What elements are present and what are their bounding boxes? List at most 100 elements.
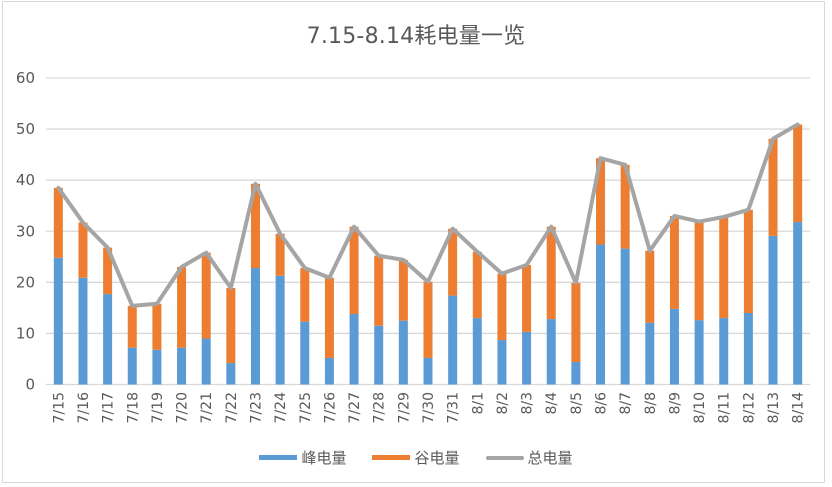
x-tick-label: 8/14 (791, 392, 807, 424)
x-tick-label: 7/23 (248, 392, 264, 423)
legend-item-peak: 峰电量 (259, 447, 346, 468)
bar-peak (152, 349, 162, 385)
legend-label-valley: 谷电量 (414, 449, 460, 467)
x-tick-label: 8/6 (594, 392, 610, 415)
bar-peak (127, 347, 137, 385)
bar-valley (103, 247, 113, 295)
bar-peak (497, 340, 507, 385)
bar-valley (793, 124, 803, 223)
y-tick-label: 30 (16, 222, 35, 240)
bar-valley (571, 282, 581, 363)
bar-peak (522, 331, 532, 385)
bar-valley (53, 187, 63, 258)
x-tick-label: 8/12 (741, 392, 757, 423)
bar-peak (743, 312, 753, 385)
x-tick-label: 8/8 (643, 392, 659, 415)
bar-valley (300, 268, 310, 322)
x-tick-label: 7/21 (199, 392, 215, 423)
bar-peak (768, 235, 778, 385)
x-tick-label: 8/7 (618, 392, 634, 415)
bar-peak (423, 357, 433, 385)
bar-peak (472, 318, 482, 385)
bar-peak (226, 363, 236, 385)
x-tick-label: 7/15 (51, 392, 67, 423)
x-tick-label: 8/10 (692, 392, 708, 423)
bar-peak (645, 322, 655, 385)
legend-item-valley: 谷电量 (372, 447, 460, 468)
bar-valley (596, 158, 606, 245)
bar-peak (571, 362, 581, 385)
bar-valley (743, 209, 753, 313)
x-tick-label: 8/9 (667, 392, 683, 415)
bar-peak (201, 338, 211, 385)
bar-valley (546, 226, 556, 320)
bar-peak (103, 294, 113, 385)
y-tick-label: 0 (25, 376, 35, 394)
bar-valley (423, 281, 433, 358)
bar-peak (596, 244, 606, 385)
bar-valley (472, 251, 482, 319)
bar-valley (78, 222, 88, 278)
legend-label-peak: 峰电量 (301, 449, 347, 467)
bar-peak (793, 222, 803, 385)
x-tick-label: 7/29 (396, 392, 412, 423)
bar-peak (719, 318, 729, 385)
x-tick-label: 7/22 (224, 392, 240, 423)
bar-valley (497, 273, 507, 341)
x-tick-label: 7/26 (322, 392, 338, 424)
x-tick-label: 7/28 (372, 392, 388, 423)
x-tick-label: 7/20 (175, 392, 191, 423)
chart-frame (2, 1, 825, 483)
bar-valley (374, 255, 384, 326)
bar-valley (719, 216, 729, 319)
x-tick-label: 7/24 (273, 392, 289, 424)
y-tick-label: 60 (16, 69, 35, 87)
bar-peak (398, 320, 408, 385)
bar-peak (374, 325, 384, 385)
bar-peak (620, 248, 630, 385)
x-tick-label: 8/13 (766, 392, 782, 423)
bar-peak (694, 320, 704, 385)
bar-peak (300, 321, 310, 385)
bar-peak (324, 357, 334, 385)
x-tick-label: 7/27 (347, 392, 363, 423)
bar-peak (53, 257, 63, 385)
bar-valley (250, 183, 260, 269)
x-tick-label: 8/1 (470, 392, 486, 415)
bar-valley (201, 252, 211, 339)
bar-valley (669, 215, 679, 309)
legend-swatch-peak (259, 455, 298, 460)
bar-peak (177, 347, 187, 385)
x-tick-label: 7/25 (298, 392, 314, 423)
bar-valley (226, 287, 236, 364)
bar-valley (620, 164, 630, 249)
y-tick-label: 40 (16, 171, 35, 189)
x-tick-label: 7/17 (101, 392, 117, 423)
bar-peak (275, 275, 285, 385)
total-line (56, 122, 800, 308)
x-tick-label: 7/30 (421, 392, 437, 423)
chart-legend: 峰电量 谷电量 总电量 (0, 447, 832, 468)
x-tick-label: 8/3 (520, 392, 536, 415)
bar-peak (349, 314, 359, 385)
x-tick-label: 7/19 (150, 392, 166, 423)
y-tick-label: 10 (16, 324, 35, 342)
x-tick-label: 7/16 (76, 392, 92, 424)
x-tick-label: 8/5 (569, 392, 585, 415)
bar-peak (546, 319, 556, 385)
bar-peak (669, 308, 679, 385)
bar-valley (275, 233, 285, 276)
bar-peak (250, 268, 260, 385)
bar-valley (177, 267, 187, 348)
x-tick-label: 7/18 (125, 392, 141, 423)
bar-valley (324, 277, 334, 358)
bar-valley (398, 259, 408, 321)
y-tick-label: 20 (16, 273, 35, 291)
bar-peak (78, 277, 88, 385)
legend-swatch-total (485, 455, 524, 460)
bar-valley (349, 226, 359, 315)
bar-peak (448, 295, 458, 385)
x-tick-label: 8/4 (544, 392, 560, 415)
bar-valley (694, 221, 704, 321)
